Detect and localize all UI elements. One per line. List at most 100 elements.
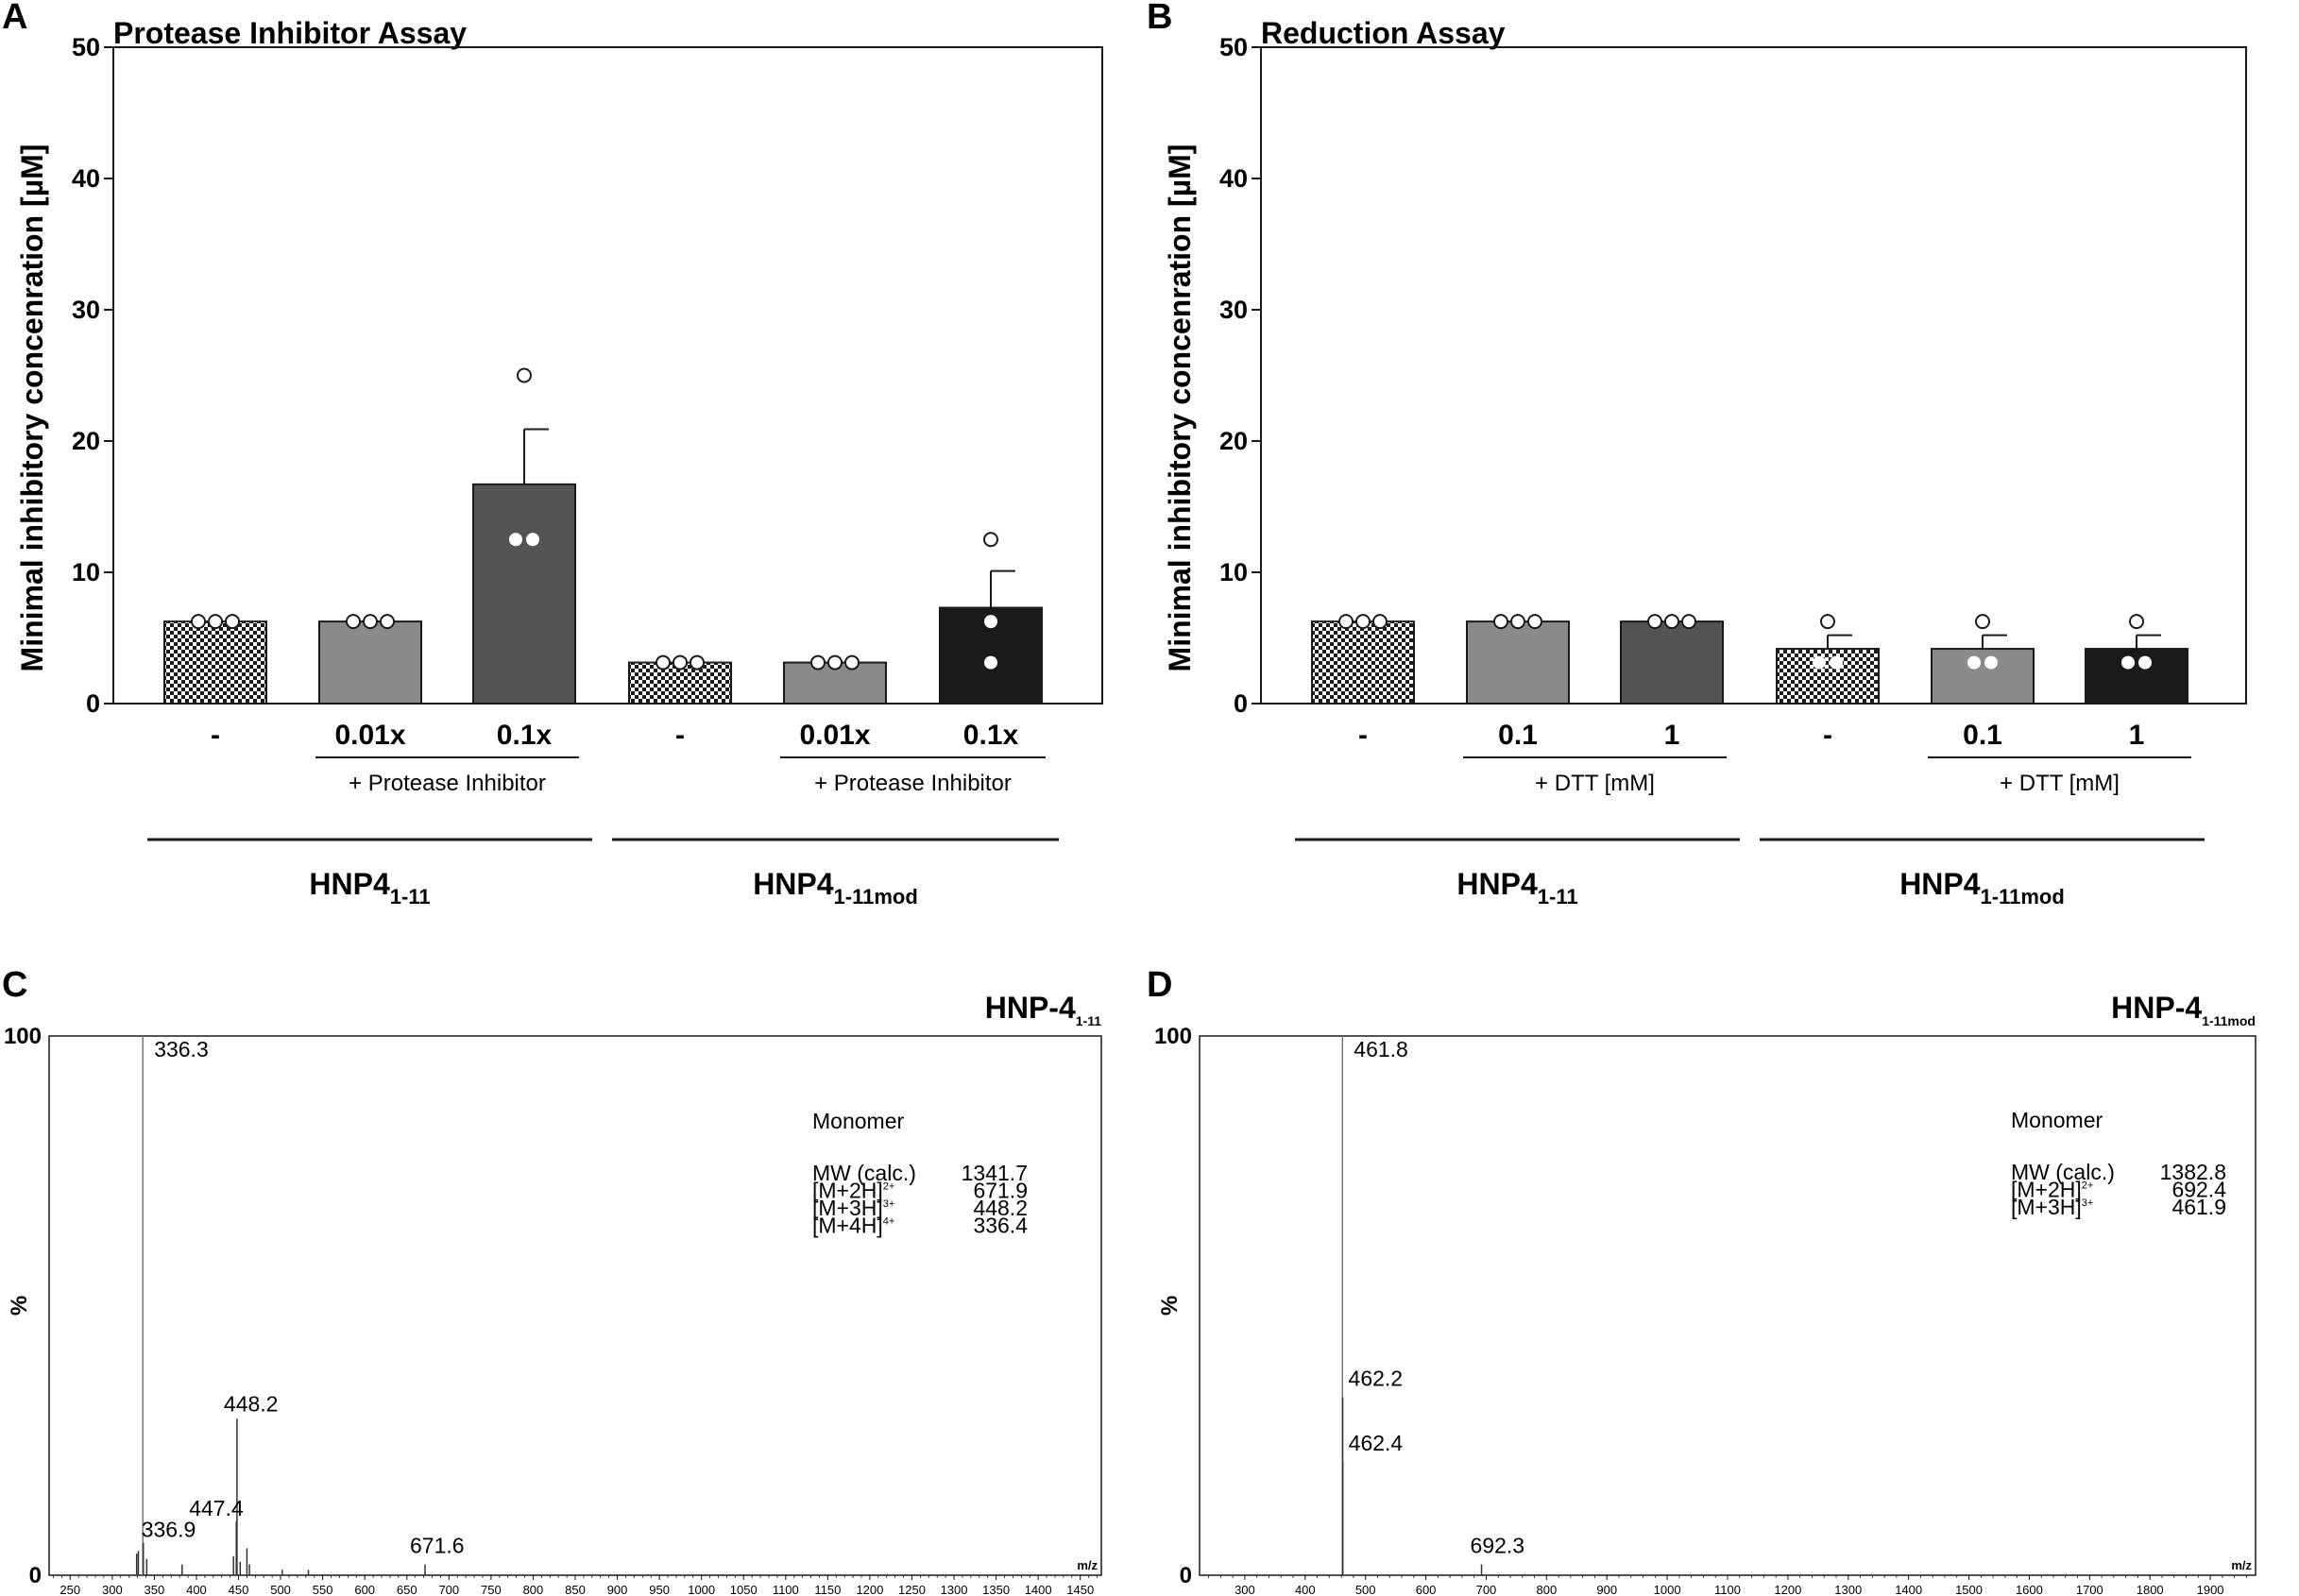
panel-d-annotation-value: 1382.8 bbox=[2160, 1160, 2226, 1184]
panel-b-bar bbox=[2085, 648, 2188, 705]
panel-d-x-tick-label: 1100 bbox=[1714, 1583, 1741, 1596]
panel-c-x-tick-label: 1200 bbox=[856, 1583, 883, 1596]
panel-c-x-tick-label: 700 bbox=[438, 1583, 459, 1596]
panel-c-x-tick-label: 850 bbox=[565, 1583, 586, 1596]
panel-a-data-point bbox=[526, 533, 539, 547]
panel-a-data-point bbox=[810, 654, 826, 671]
panel-b-data-point bbox=[1527, 614, 1542, 630]
panel-c-x-tick-label: 250 bbox=[60, 1583, 80, 1596]
panel-c-annotation-value: 448.2 bbox=[973, 1196, 1028, 1220]
panel-b-category-label: 0.1 bbox=[1963, 720, 2002, 751]
panel-c-y-tick-label: 100 bbox=[4, 1024, 42, 1049]
panel-c-x-tick-label: 900 bbox=[607, 1583, 628, 1596]
panel-c-annotation-value: 671.9 bbox=[973, 1179, 1028, 1203]
panel-c-x-tick-label: 1350 bbox=[982, 1583, 1010, 1596]
panel-a-treatment-label: + Protease Inhibitor bbox=[814, 771, 1012, 796]
panel-d-x-tick-label: 500 bbox=[1355, 1583, 1376, 1596]
panel-c-x-tick-label: 1250 bbox=[898, 1583, 926, 1596]
panel-d-x-tick-label: 1400 bbox=[1895, 1583, 1922, 1596]
panel-a-data-point bbox=[363, 614, 378, 630]
panel-a-bar bbox=[318, 620, 422, 705]
panel-c-peak-label: 336.9 bbox=[142, 1518, 196, 1542]
panel-b-data-point bbox=[1681, 614, 1696, 630]
panel-a-bar bbox=[472, 483, 576, 705]
panel-a-title: Protease Inhibitor Assay bbox=[113, 16, 467, 50]
panel-c-annotation-header: Monomer bbox=[812, 1109, 904, 1133]
panel-a-y-tick-label: 20 bbox=[72, 427, 100, 455]
panel-b-data-point bbox=[1338, 614, 1354, 630]
panel-b-data-point bbox=[1813, 655, 1826, 670]
panel-c-annotation-row: [M+4H]4+ bbox=[812, 1214, 894, 1238]
panel-c-peak-label: 447.4 bbox=[189, 1496, 244, 1520]
panel-b-title: Reduction Assay bbox=[1261, 16, 1506, 50]
panel-a-bar bbox=[163, 620, 267, 705]
panel-c-plot-frame bbox=[48, 1035, 1102, 1576]
panel-a-data-point bbox=[983, 532, 998, 548]
panel-c-x-tick-label: 1150 bbox=[814, 1583, 841, 1596]
panel-c-x-tick-label: 750 bbox=[481, 1583, 502, 1596]
panel-a-data-point bbox=[984, 655, 997, 670]
panel-b-y-axis-label: Minimal inhibitory concenration [µM] bbox=[1163, 144, 1197, 672]
panel-d-x-tick-label: 1700 bbox=[2076, 1583, 2103, 1596]
panel-a-data-point bbox=[380, 614, 395, 630]
panel-d-annotation-row: MW (calc.) bbox=[2011, 1160, 2115, 1184]
panel-a-category-label: - bbox=[211, 720, 220, 751]
panel-a-category-label: 0.01x bbox=[799, 720, 870, 751]
panel-d-x-tick-label: 400 bbox=[1295, 1583, 1316, 1596]
panel-a-y-tick-label: 50 bbox=[72, 33, 100, 61]
panel-b-bar bbox=[1776, 648, 1880, 705]
panel-b-y-tick-label: 20 bbox=[1219, 427, 1248, 455]
panel-d-x-tick-label: 1600 bbox=[2016, 1583, 2043, 1596]
panel-b-data-point bbox=[2138, 655, 2152, 670]
panel-c-x-tick-label: 1100 bbox=[773, 1583, 799, 1596]
panel-b-data-point bbox=[2121, 655, 2135, 670]
panel-a-plot-frame bbox=[112, 46, 1103, 705]
panel-b-data-point bbox=[1510, 614, 1525, 630]
panel-c-x-tick-label: 1000 bbox=[688, 1583, 715, 1596]
panel-c-x-tick-label: 1400 bbox=[1025, 1583, 1052, 1596]
panel-a-category-label: 0.01x bbox=[334, 720, 405, 751]
panel-c-y-axis-label: % bbox=[7, 1296, 32, 1316]
panel-b-y-tick-label: 0 bbox=[1234, 689, 1248, 718]
panel-c-annotation-row: [M+3H]3+ bbox=[812, 1196, 894, 1220]
panel-a-y-tick-label: 10 bbox=[72, 558, 100, 586]
panel-b-plot-frame bbox=[1260, 46, 2247, 705]
panel-b-data-point bbox=[1820, 614, 1835, 630]
panel-a-data-point bbox=[346, 614, 361, 630]
panel-a-y-tick-label: 0 bbox=[86, 689, 100, 718]
panel-a-data-point bbox=[517, 367, 532, 383]
panel-c-x-tick-label: 300 bbox=[102, 1583, 123, 1596]
panel-c-peak-label: 336.3 bbox=[154, 1037, 209, 1061]
panel-c-x-tick-label: 400 bbox=[186, 1583, 207, 1596]
panel-d-x-axis-label: m/z bbox=[2231, 1558, 2252, 1572]
panel-a-data-point bbox=[827, 654, 843, 671]
panel-a-data-point bbox=[673, 654, 688, 671]
panel-d-annotation-row: [M+2H]2+ bbox=[2011, 1178, 2093, 1202]
panel-a-category-label: 0.1x bbox=[963, 720, 1019, 751]
panel-c-x-tick-label: 350 bbox=[145, 1583, 165, 1596]
panel-c-peak-label: 671.6 bbox=[410, 1534, 465, 1558]
panel-a-y-tick-label: 30 bbox=[72, 296, 100, 324]
panel-b-data-point bbox=[1355, 614, 1371, 630]
panel-d-x-tick-label: 1900 bbox=[2197, 1583, 2224, 1596]
panel-b-data-point bbox=[1830, 655, 1843, 670]
panel-d-y-axis-label: % bbox=[1157, 1296, 1183, 1316]
panel-b-category-label: - bbox=[1358, 720, 1368, 751]
panel-b-data-point bbox=[1372, 614, 1388, 630]
panel-d-x-tick-label: 300 bbox=[1235, 1583, 1255, 1596]
panel-b-bar bbox=[1931, 648, 2035, 705]
panel-b-data-point bbox=[1975, 614, 1990, 630]
panel-c-x-tick-label: 1450 bbox=[1066, 1583, 1094, 1596]
panel-a-data-point bbox=[191, 614, 206, 630]
panel-d-annotation-value: 692.4 bbox=[2171, 1178, 2226, 1202]
panel-b-data-point bbox=[1984, 655, 1998, 670]
panel-a-data-point bbox=[844, 654, 860, 671]
panel-c-x-tick-label: 650 bbox=[397, 1583, 417, 1596]
panel-c-x-tick-label: 1300 bbox=[941, 1583, 968, 1596]
panel-d-title: HNP-41-11mod bbox=[2111, 991, 2256, 1028]
panel-c-title: HNP-41-11 bbox=[985, 991, 1101, 1028]
panel-b-data-point bbox=[1967, 655, 1981, 670]
panel-b-data-point bbox=[1647, 614, 1662, 630]
panel-d-x-tick-label: 1300 bbox=[1834, 1583, 1862, 1596]
